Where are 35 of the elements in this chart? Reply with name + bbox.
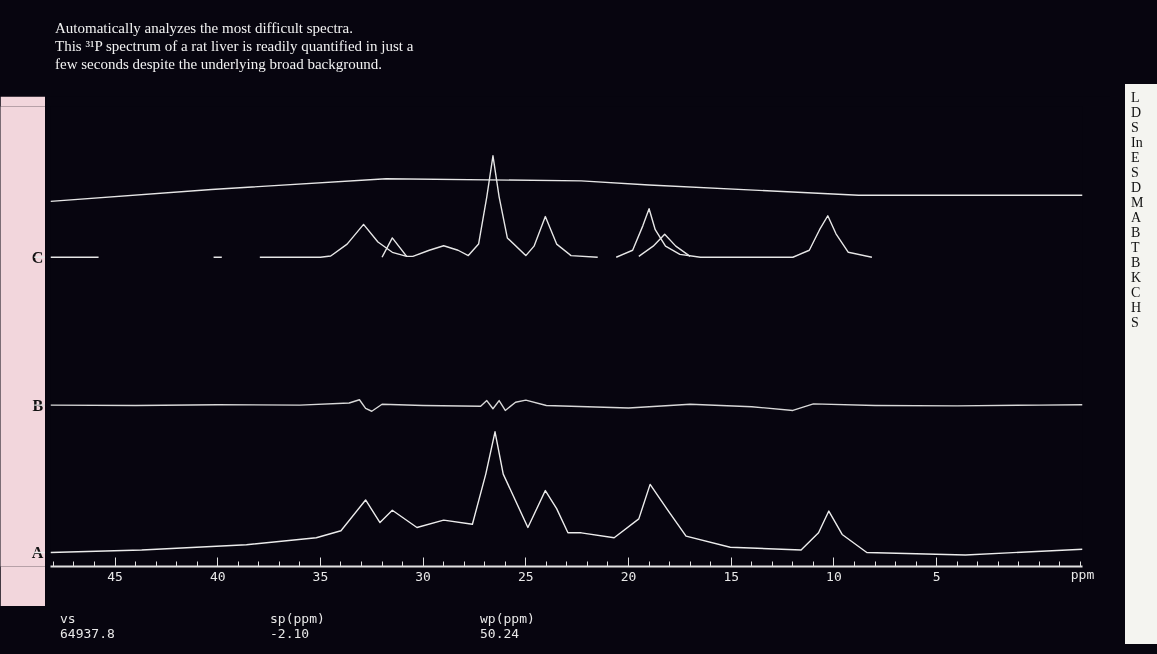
x-tick-label: 15 — [723, 568, 740, 584]
x-tick-label: 20 — [620, 568, 637, 584]
text: In — [1131, 135, 1143, 150]
text: -2.10 — [270, 626, 310, 641]
text: B — [1131, 255, 1141, 270]
text: vs — [60, 611, 76, 626]
text: 50.24 — [480, 626, 520, 641]
text: E — [1131, 150, 1140, 165]
text: 64937.8 — [60, 626, 115, 641]
text: A — [1131, 210, 1142, 225]
text: H — [1131, 300, 1142, 315]
x-tick-label: 10 — [826, 568, 842, 584]
series-label: C — [31, 248, 44, 266]
text: D — [1131, 105, 1142, 120]
x-axis-title: ppm — [1070, 566, 1095, 582]
text: S — [1131, 120, 1139, 135]
series-label: B — [32, 396, 44, 414]
x-tick-label: 5 — [932, 568, 941, 584]
text: K — [1131, 270, 1142, 285]
text: wp(ppm) — [480, 611, 535, 626]
text: S — [1131, 315, 1139, 330]
text: L — [1131, 90, 1140, 105]
text: S — [1131, 165, 1139, 180]
text: T — [1131, 240, 1140, 255]
x-tick-label: 45 — [107, 568, 123, 584]
x-tick-label: 35 — [312, 568, 329, 584]
text: C — [1131, 285, 1141, 300]
text: sp(ppm) — [270, 611, 325, 626]
x-tick-label: 30 — [415, 568, 431, 584]
x-tick-label: 25 — [518, 568, 534, 584]
chart-title: Automatically analyzes the most difficult spectra. This ³¹P spectrum of a rat liver is readily quantified in just a few seconds despite the underlying broad background. — [54, 19, 414, 73]
x-tick-label: 40 — [209, 568, 226, 584]
text: B — [1131, 225, 1141, 240]
text: D — [1131, 180, 1142, 195]
text: M — [1131, 195, 1144, 210]
